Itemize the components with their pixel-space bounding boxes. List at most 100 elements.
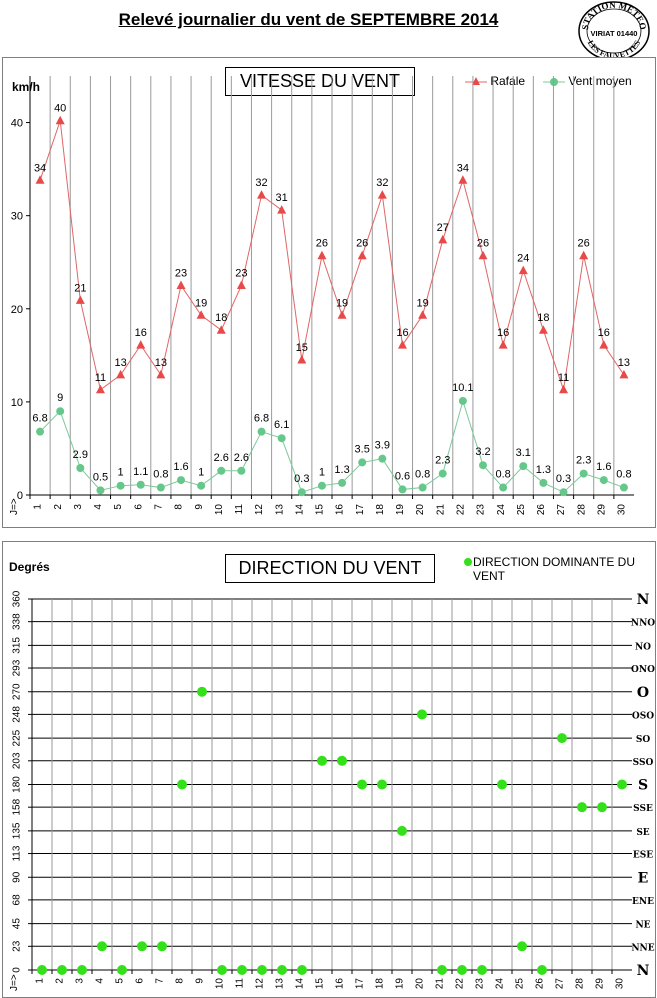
mean-point	[197, 481, 206, 490]
legend-mean-marker	[543, 77, 565, 86]
y-tick-label: 113	[12, 845, 23, 861]
gust-data-label: 19	[416, 297, 428, 309]
direction-point	[297, 965, 307, 975]
gust-data-label: 16	[497, 327, 509, 339]
x-tick-label: 4	[95, 978, 106, 984]
gust-data-label: 27	[437, 222, 449, 234]
direction-label: NE	[635, 921, 650, 931]
mean-data-label: 6.1	[274, 419, 289, 431]
gust-data-label: 11	[558, 372, 569, 384]
direction-label: E	[638, 870, 649, 886]
direction-label: NNO	[631, 619, 655, 629]
x-tick-label: 27	[556, 504, 567, 516]
mean-data-label: 3.9	[375, 440, 390, 452]
direction-point	[597, 802, 607, 813]
direction-point	[337, 755, 347, 766]
x-tick-label: 12	[254, 504, 265, 516]
y-tick-label: 20	[11, 304, 23, 316]
gust-point	[337, 310, 347, 319]
y-tick-label: 158	[12, 798, 23, 815]
x-tick-label: 7	[154, 504, 165, 510]
direction-point	[97, 941, 107, 952]
direction-point	[397, 825, 407, 836]
x-tick-label: 9	[195, 978, 206, 984]
x-tick-label: 6	[133, 504, 144, 510]
mean-point	[398, 485, 407, 494]
y-tick-label: 30	[11, 211, 23, 223]
gust-data-label: 34	[457, 162, 469, 174]
gust-data-label: 19	[336, 297, 348, 309]
y-tick-label: 135	[12, 822, 23, 839]
mean-point	[358, 458, 367, 467]
x-tick-label: 11	[235, 978, 246, 989]
x-tick-label: 1	[33, 504, 44, 510]
y-tick-label: 315	[12, 637, 23, 654]
direction-point	[357, 779, 367, 790]
mean-point	[458, 396, 467, 405]
direction-label: ESE	[633, 851, 653, 861]
mean-point	[116, 481, 125, 490]
x-tick-label: 12	[255, 978, 266, 990]
legend-direction-label: DIRECTION DOMINANTE DU VENT	[473, 555, 635, 583]
y-tick-label: 0	[12, 967, 23, 973]
legend-gust-label: Rafale	[490, 74, 526, 88]
mean-data-label: 0.3	[294, 473, 309, 485]
y-tick-label: 293	[12, 659, 23, 676]
x-tick-label: 11	[234, 504, 245, 515]
x-tick-label: 16	[335, 504, 346, 516]
direction-point	[217, 965, 227, 975]
mean-point	[136, 480, 145, 489]
mean-data-label: 1.6	[173, 461, 188, 473]
x-tick-label: 15	[315, 504, 326, 516]
direction-point	[457, 965, 467, 975]
direction-label: S	[638, 778, 648, 794]
mean-point	[519, 462, 528, 471]
mean-point	[177, 476, 185, 485]
mean-data-label: 1	[198, 467, 204, 479]
mean-data-label: 0.8	[415, 469, 430, 481]
mean-data-label: 0.5	[93, 471, 108, 483]
mean-point	[297, 488, 306, 497]
gust-point	[357, 250, 367, 260]
mean-point	[418, 483, 427, 492]
mean-data-label: 0.6	[395, 470, 410, 482]
direction-point	[577, 802, 587, 813]
legend-mean-label: Vent moyen	[568, 74, 632, 88]
direction-label: NNE	[631, 943, 654, 953]
x-tick-label: 25	[515, 978, 526, 990]
y-tick-label: 225	[12, 729, 23, 746]
gust-data-label: 26	[578, 238, 590, 250]
mean-data-label: 2.3	[435, 455, 450, 467]
x-tick-label: 4	[93, 504, 104, 510]
direction-point	[497, 779, 507, 790]
gust-point	[35, 175, 45, 184]
day-axis-label: J=>	[9, 974, 20, 991]
mean-point	[217, 466, 226, 475]
mean-data-label: 10.1	[452, 382, 473, 394]
direction-point	[437, 965, 447, 975]
direction-label: ENE	[632, 897, 654, 907]
y-tick-label: 23	[12, 940, 23, 952]
gust-point	[397, 340, 407, 349]
x-tick-label: 19	[395, 504, 406, 516]
mean-data-label: 1	[319, 467, 325, 479]
x-tick-label: 24	[495, 978, 506, 990]
station-stamp: STATION METEO VIRIAT 01440 LES FAUVETTES	[578, 0, 650, 61]
x-tick-label: 10	[214, 504, 225, 516]
mean-point	[156, 483, 165, 492]
x-tick-label: 22	[455, 978, 466, 990]
x-tick-label: 30	[617, 504, 628, 516]
mean-point	[438, 469, 447, 478]
x-tick-label: 22	[456, 504, 467, 516]
gust-point	[216, 325, 226, 334]
x-tick-label: 6	[135, 978, 146, 984]
mean-data-label: 1.1	[133, 466, 148, 478]
direction-label: O	[637, 685, 649, 701]
direction-point	[77, 965, 87, 975]
x-tick-label: 30	[615, 978, 626, 990]
gust-data-label: 16	[598, 327, 610, 339]
legend-direction: DIRECTION DOMINANTE DU VENT	[463, 555, 648, 583]
direction-point	[277, 965, 287, 975]
mean-data-label: 0.8	[495, 469, 510, 481]
gust-point	[498, 340, 508, 349]
